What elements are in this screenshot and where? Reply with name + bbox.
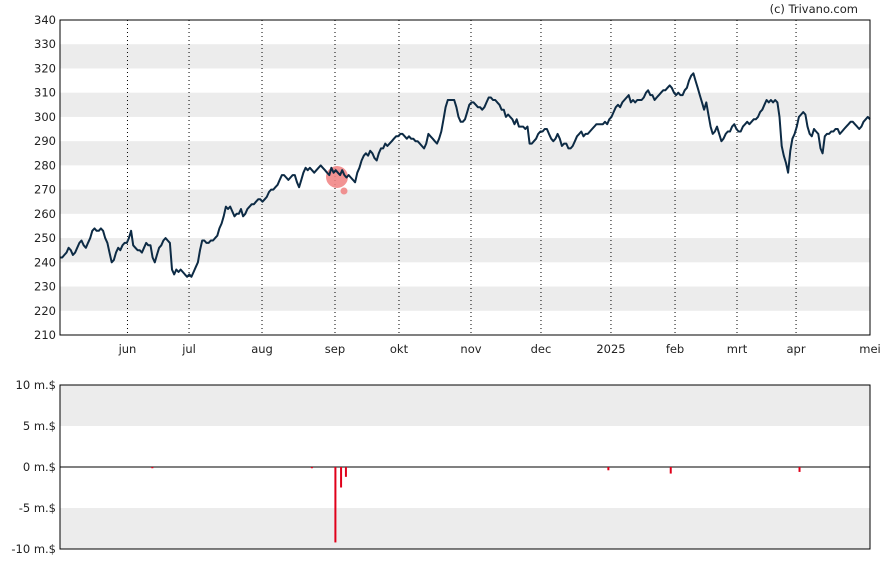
volume-plot-frame xyxy=(59,384,871,550)
volume-bar xyxy=(669,467,672,474)
price-y-tick: 250 xyxy=(34,231,56,245)
price-band xyxy=(60,286,870,311)
price-plot-area xyxy=(60,20,870,335)
price-x-tick: nov xyxy=(460,342,481,356)
volume-bar xyxy=(798,467,801,472)
volume-bars xyxy=(151,467,801,543)
price-y-tick: 230 xyxy=(34,280,56,294)
price-y-tick: 260 xyxy=(34,207,56,221)
price-x-tick: sep xyxy=(325,342,345,356)
price-band xyxy=(60,238,870,263)
price-panel: 210 220 230 240 250 260 270 280 290 300 310 320 330 3… xyxy=(34,2,881,356)
volume-bar xyxy=(310,467,313,469)
volume-bar xyxy=(151,467,154,469)
price-y-tick: 270 xyxy=(34,183,56,197)
price-y-axis: 210 220 230 240 250 260 270 280 290 300 310 320 330 3… xyxy=(34,13,56,342)
volume-bar xyxy=(334,467,337,543)
price-x-tick: jun xyxy=(118,342,137,356)
price-y-tick: 330 xyxy=(34,37,56,51)
price-x-tick: 2025 xyxy=(596,342,625,356)
price-y-tick: 340 xyxy=(34,13,56,27)
price-x-tick: okt xyxy=(390,342,409,356)
event-marker xyxy=(326,166,348,188)
price-x-tick: mrt xyxy=(727,342,748,356)
price-band xyxy=(60,189,870,214)
price-band xyxy=(60,44,870,69)
price-y-tick: 220 xyxy=(34,304,56,318)
price-x-tick: aug xyxy=(251,342,273,356)
volume-y-tick: 10 m.$ xyxy=(16,378,56,392)
price-band xyxy=(60,141,870,166)
volume-y-tick: -5 m.$ xyxy=(19,501,56,515)
price-y-tick: 280 xyxy=(34,158,56,172)
price-series-line xyxy=(60,72,871,278)
price-x-tick: dec xyxy=(531,342,552,356)
volume-y-tick: 0 m.$ xyxy=(23,460,56,474)
price-x-tick: apr xyxy=(787,342,806,356)
volume-bar xyxy=(344,467,347,477)
price-x-tick: mei xyxy=(859,342,880,356)
price-y-tick: 290 xyxy=(34,134,56,148)
volume-grid-bands xyxy=(60,385,870,549)
price-grid-bands xyxy=(60,44,870,311)
price-y-tick: 320 xyxy=(34,61,56,75)
volume-bar xyxy=(340,467,343,488)
price-y-tick: 300 xyxy=(34,110,56,124)
price-y-tick: 240 xyxy=(34,255,56,269)
price-plot-frame xyxy=(59,19,871,336)
price-x-axis: jun jul aug sep okt nov dec 2025 feb mrt apr mei xyxy=(118,342,881,356)
volume-band xyxy=(60,385,870,426)
volume-bar xyxy=(607,467,610,471)
volume-panel: 10 m.$ 5 m.$ 0 m.$ -5 m.$ -10 m.$ xyxy=(11,378,871,556)
price-y-tick: 210 xyxy=(34,328,56,342)
volume-y-tick: -10 m.$ xyxy=(11,542,56,556)
volume-y-tick: 5 m.$ xyxy=(23,419,56,433)
volume-band xyxy=(60,508,870,549)
price-band xyxy=(60,92,870,117)
price-x-tick: feb xyxy=(666,342,684,356)
event-marker-small xyxy=(340,187,348,195)
credit-label: (c) Trivano.com xyxy=(770,2,858,16)
volume-y-axis: 10 m.$ 5 m.$ 0 m.$ -5 m.$ -10 m.$ xyxy=(11,378,56,556)
price-x-tick: jul xyxy=(181,342,196,356)
price-y-tick: 310 xyxy=(34,86,56,100)
